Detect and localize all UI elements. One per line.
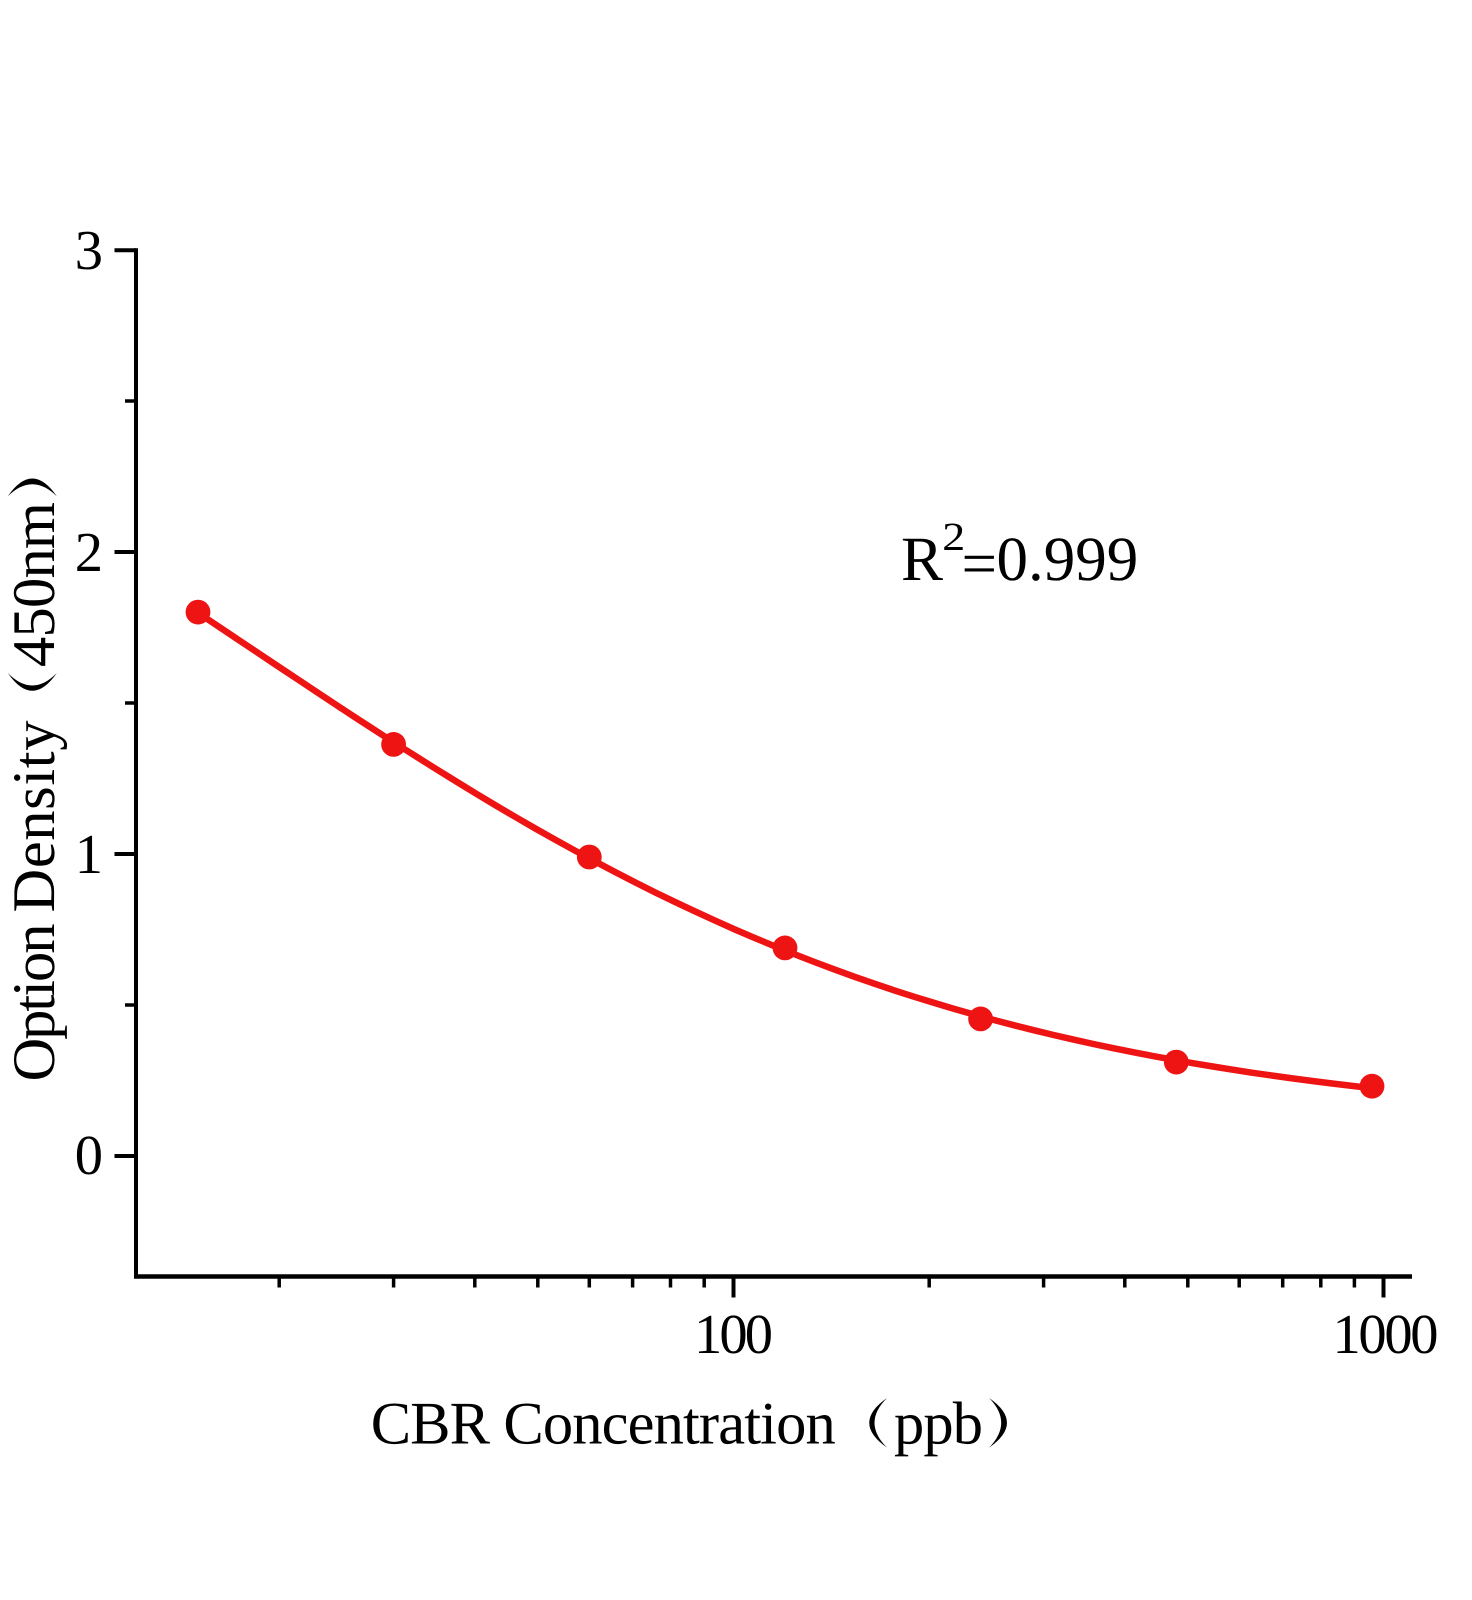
svg-text:1: 1 — [75, 824, 103, 886]
svg-text:450nm: 450nm — [1, 502, 68, 667]
svg-text:100: 100 — [694, 1304, 773, 1366]
svg-text:0: 0 — [75, 1125, 103, 1187]
svg-text:Option: Option — [1, 924, 68, 1082]
svg-text:ppb: ppb — [894, 1391, 983, 1458]
svg-text:R: R — [901, 524, 943, 594]
svg-text:0.999: 0.999 — [997, 524, 1139, 594]
svg-text:CBR Concentration: CBR Concentration — [371, 1391, 836, 1458]
svg-text:=: = — [962, 529, 998, 599]
svg-text:3: 3 — [75, 220, 103, 282]
svg-text:Density: Density — [1, 720, 68, 913]
svg-text:2: 2 — [75, 522, 103, 584]
svg-text:1000: 1000 — [1333, 1304, 1439, 1366]
